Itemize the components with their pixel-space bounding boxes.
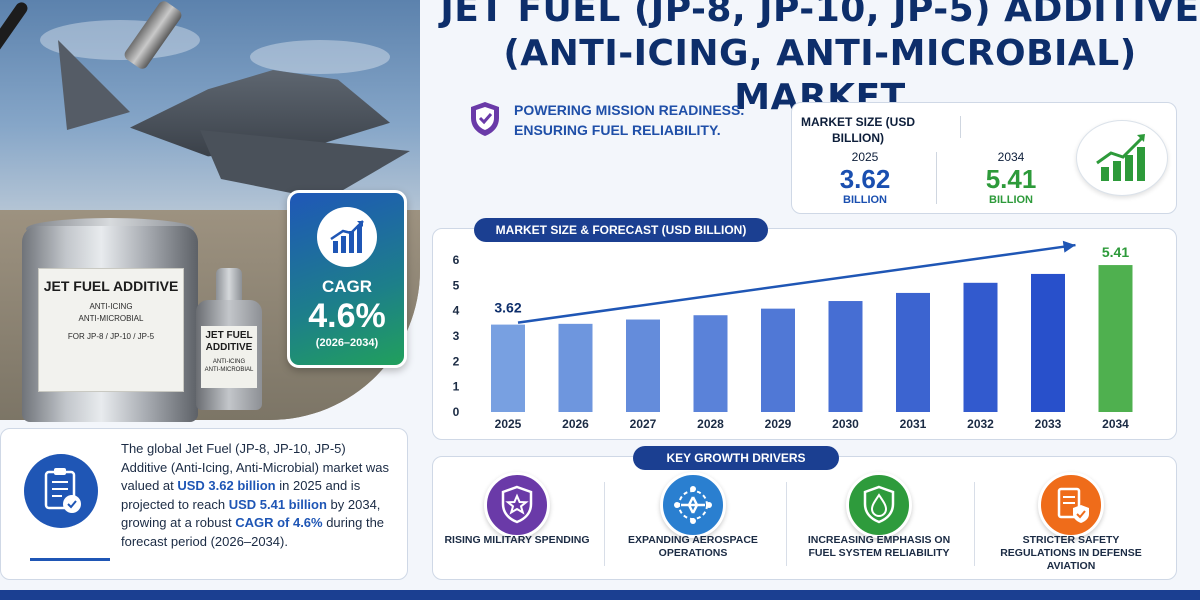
y-tick-label: 5 bbox=[453, 278, 460, 292]
aircraft-network-icon bbox=[660, 472, 726, 538]
end-unit: BILLION bbox=[989, 194, 1033, 206]
bar-chart: 0 1 2 3 4 5 6 2025 2026 2027 2028 2029 2030 2031 2032 2… bbox=[453, 240, 1133, 431]
y-tick-label: 0 bbox=[453, 405, 460, 419]
bar bbox=[1031, 273, 1065, 412]
y-tick-label: 4 bbox=[453, 304, 460, 318]
can-title: JET FUEL ADDITIVE bbox=[43, 278, 179, 294]
summary-highlight-cagr: CAGR of 4.6% bbox=[235, 515, 323, 530]
bottle-neck bbox=[216, 268, 242, 302]
summary-part-3: by 2034, growing at a robust bbox=[121, 496, 381, 531]
tagline-line-1: POWERING MISSION READINESS. bbox=[514, 102, 745, 118]
y-tick-label: 6 bbox=[453, 253, 460, 267]
x-tick-label: 2030 bbox=[832, 417, 859, 431]
cagr-value: 4.6% bbox=[308, 297, 386, 335]
summary-part-4: during the forecast period (2026–2034). bbox=[121, 515, 385, 549]
x-tick-label: 2032 bbox=[967, 417, 994, 431]
end-year: 2034 bbox=[997, 150, 1025, 164]
data-label: 5.41 bbox=[1102, 244, 1129, 260]
can-label: JET FUEL ADDITIVE ANTI-ICING ANTI-MICROB… bbox=[38, 268, 184, 392]
end-value: 5.41 bbox=[985, 164, 1037, 194]
divider bbox=[604, 482, 605, 566]
summary-text: The global Jet Fuel (JP-8, JP-10, JP-5) … bbox=[121, 440, 391, 551]
market-size-heading: MARKET SIZE (USD BILLION) bbox=[801, 115, 915, 145]
x-tick-label: 2029 bbox=[765, 417, 792, 431]
x-tick-label: 2031 bbox=[900, 417, 927, 431]
driver-label: RISING MILITARY SPENDING bbox=[444, 534, 590, 546]
summary-part-1: The global Jet Fuel (JP-8, JP-10, JP-5) … bbox=[121, 441, 390, 493]
shield-star-icon bbox=[484, 472, 550, 538]
start-value: 3.62 bbox=[839, 164, 891, 194]
trend-arrow-line bbox=[517, 243, 1076, 324]
chart-title: MARKET SIZE & FORECAST (USD BILLION) bbox=[474, 218, 768, 242]
y-tick-label: 1 bbox=[453, 380, 460, 394]
trend-arrow-head bbox=[1062, 240, 1076, 253]
bottom-bar bbox=[0, 590, 1200, 600]
accent-line bbox=[30, 558, 110, 561]
tagline: POWERING MISSION READINESS. ENSURING FUE… bbox=[514, 100, 784, 140]
summary-highlight-end-value: USD 5.41 billion bbox=[228, 496, 327, 512]
driver-label: INCREASING EMPHASIS ON FUEL SYSTEM RELIA… bbox=[807, 534, 951, 559]
bar bbox=[491, 324, 525, 412]
cagr-card: CAGR 4.6% (2026–2034) bbox=[287, 190, 407, 368]
fuel-drop-shield-icon bbox=[846, 472, 912, 538]
driver-label: EXPANDING AEROSPACE OPERATIONS bbox=[628, 534, 758, 559]
can-line-1: ANTI-ICING bbox=[89, 302, 133, 311]
bottle-line-1: ANTI-ICING bbox=[212, 359, 246, 365]
tagline-line-2: ENSURING FUEL RELIABILITY. bbox=[514, 122, 721, 138]
cloud bbox=[250, 40, 390, 74]
bar bbox=[1098, 265, 1133, 412]
x-tick-label: 2025 bbox=[495, 417, 522, 431]
divider bbox=[936, 152, 937, 204]
divider bbox=[786, 482, 787, 566]
document-shield-icon bbox=[1038, 472, 1104, 538]
data-label: 3.62 bbox=[494, 300, 521, 316]
divider bbox=[974, 482, 975, 566]
divider bbox=[960, 116, 961, 138]
driver-label: STRICTER SAFETY REGULATIONS IN DEFENSE A… bbox=[1000, 534, 1142, 572]
summary-part-2: in 2025 and is projected to reach bbox=[121, 478, 361, 512]
clipboard-check-icon bbox=[24, 454, 98, 528]
bottle-label: JET FUEL ADDITIVE ANTI-ICING ANTI-MICROB… bbox=[201, 326, 257, 388]
x-tick-label: 2033 bbox=[1035, 417, 1062, 431]
y-tick-label: 3 bbox=[453, 329, 460, 343]
drivers-title: KEY GROWTH DRIVERS bbox=[633, 446, 839, 470]
y-tick-label: 2 bbox=[453, 354, 460, 368]
bottle-title: JET FUEL ADDITIVE bbox=[205, 330, 253, 353]
bar bbox=[761, 308, 795, 412]
x-tick-label: 2028 bbox=[697, 417, 724, 431]
can-line-3: FOR JP-8 / JP-10 / JP-5 bbox=[67, 332, 155, 341]
bottle-line-2: ANTI-MICROBIAL bbox=[204, 367, 254, 373]
growth-bars-icon bbox=[1076, 120, 1168, 196]
summary-highlight-start-value: USD 3.62 billion bbox=[177, 478, 276, 493]
bar bbox=[828, 301, 863, 412]
x-tick-label: 2027 bbox=[630, 417, 657, 431]
cagr-period: (2026–2034) bbox=[315, 337, 379, 349]
can-line-2: ANTI-MICROBIAL bbox=[78, 314, 144, 323]
cagr-label: CAGR bbox=[321, 277, 373, 296]
bar bbox=[896, 292, 930, 412]
growth-chart-icon bbox=[317, 207, 377, 267]
shield-check-icon bbox=[468, 100, 502, 138]
bar bbox=[963, 282, 998, 412]
bar bbox=[693, 315, 728, 412]
x-tick-label: 2034 bbox=[1102, 417, 1129, 431]
x-tick-label: 2026 bbox=[562, 417, 589, 431]
start-year: 2025 bbox=[851, 150, 879, 164]
bar bbox=[626, 319, 660, 412]
start-unit: BILLION bbox=[843, 194, 887, 206]
bar bbox=[558, 323, 593, 412]
